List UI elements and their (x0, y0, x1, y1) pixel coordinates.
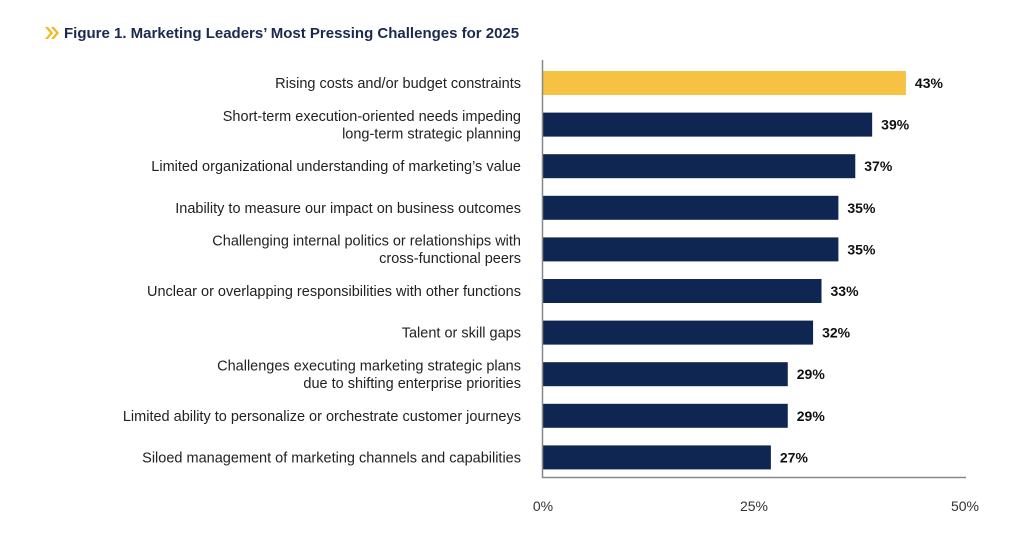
data-label: 33% (831, 283, 860, 299)
bar (543, 403, 788, 428)
bar (543, 362, 788, 387)
bar (543, 195, 839, 220)
data-label: 35% (847, 241, 876, 257)
category-label: Talent or skill gaps (402, 326, 521, 342)
category-label: Challenges executing marketing strategic… (217, 358, 521, 392)
data-label: 29% (797, 408, 826, 424)
category-label: Siloed management of marketing channels … (142, 450, 521, 466)
bar (543, 445, 771, 470)
category-label: Limited organizational understanding of … (151, 159, 521, 175)
bar (543, 154, 856, 179)
x-tick-label: 50% (951, 498, 979, 514)
data-label: 29% (797, 366, 826, 382)
bar (543, 71, 906, 95)
title-icon (45, 27, 59, 39)
data-label: 37% (864, 158, 893, 174)
bar (543, 112, 873, 137)
data-label: 32% (822, 325, 851, 341)
bar (543, 237, 839, 262)
category-label: Short-term execution-oriented needs impe… (223, 109, 521, 143)
bar (543, 320, 814, 345)
category-label: Rising costs and/or budget constraints (275, 76, 521, 92)
data-label: 35% (847, 200, 876, 216)
category-label: Challenging internal politics or relatio… (212, 234, 521, 268)
bar (543, 279, 822, 303)
data-label: 43% (915, 75, 944, 91)
data-label: 39% (881, 117, 910, 133)
category-label: Unclear or overlapping responsibilities … (147, 284, 521, 300)
chart-title: Figure 1. Marketing Leaders’ Most Pressi… (64, 25, 519, 42)
x-tick-label: 25% (740, 498, 768, 514)
category-label: Limited ability to personalize or orches… (123, 409, 521, 425)
data-label: 27% (780, 449, 809, 465)
x-tick-label: 0% (533, 498, 553, 514)
category-label: Inability to measure our impact on busin… (175, 201, 521, 217)
